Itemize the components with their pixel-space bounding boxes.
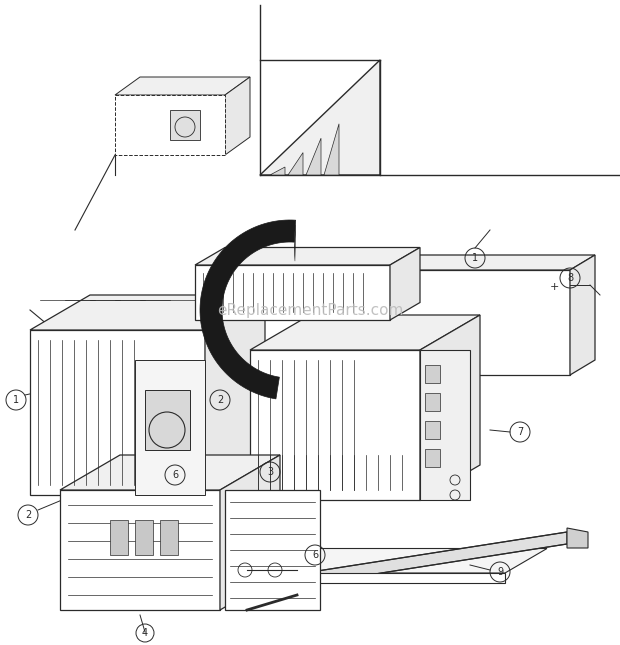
Polygon shape [567,528,588,548]
Polygon shape [170,110,200,140]
Polygon shape [270,167,285,175]
Polygon shape [225,77,250,155]
Polygon shape [145,390,190,450]
Polygon shape [195,248,420,265]
Text: +: + [550,282,559,292]
Polygon shape [250,350,420,500]
Text: 8: 8 [567,273,573,283]
Polygon shape [60,490,220,610]
Text: 7: 7 [517,427,523,437]
Text: 1: 1 [13,395,19,405]
Polygon shape [135,360,205,495]
Polygon shape [195,573,505,583]
Polygon shape [390,255,595,270]
Polygon shape [200,220,296,399]
Polygon shape [425,393,440,411]
Text: 6: 6 [312,550,318,560]
Polygon shape [420,350,470,500]
Polygon shape [205,295,265,495]
Polygon shape [135,520,153,555]
Polygon shape [30,295,265,330]
Polygon shape [220,455,280,610]
Polygon shape [225,490,320,610]
Polygon shape [247,532,567,594]
Text: 6: 6 [172,470,178,480]
Text: 4: 4 [142,628,148,638]
Polygon shape [30,330,205,495]
Polygon shape [115,77,250,95]
Text: 1: 1 [472,253,478,263]
Polygon shape [425,365,440,383]
Polygon shape [425,421,440,439]
Text: 2: 2 [25,510,31,520]
Polygon shape [195,548,547,573]
Polygon shape [420,315,480,500]
Text: 2: 2 [217,395,223,405]
Text: 9: 9 [497,567,503,577]
Polygon shape [390,270,570,375]
Polygon shape [425,449,440,467]
Polygon shape [294,225,296,261]
Polygon shape [110,520,128,555]
Polygon shape [390,248,420,320]
Polygon shape [288,153,303,175]
Polygon shape [324,124,339,175]
Text: eReplacementParts.com: eReplacementParts.com [217,303,403,317]
Polygon shape [60,455,280,490]
Polygon shape [250,315,480,350]
Polygon shape [306,138,321,175]
Text: 3: 3 [267,467,273,477]
Polygon shape [160,520,178,555]
Polygon shape [260,60,380,175]
Polygon shape [115,95,225,155]
Polygon shape [195,265,390,320]
Polygon shape [570,255,595,375]
